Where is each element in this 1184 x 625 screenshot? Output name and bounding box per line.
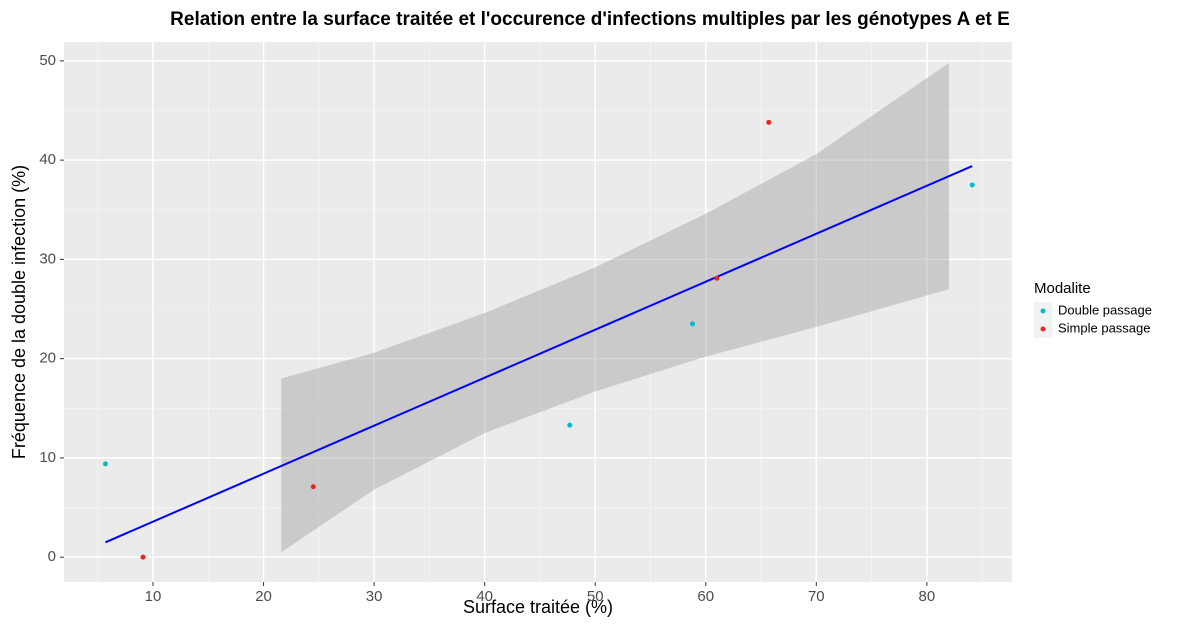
point [140,554,146,560]
point [102,461,108,467]
point [567,422,573,428]
y-tick-label: 30 [39,250,56,267]
x-tick-label: 30 [366,588,383,605]
y-tick-label: 20 [39,350,56,367]
x-tick-label: 60 [697,588,714,605]
y-axis-label: Fréquence de la double infection (%) [9,165,29,459]
y-tick-label: 0 [48,548,56,565]
x-axis-label: Surface traitée (%) [463,597,613,617]
point [766,119,772,125]
x-tick-label: 80 [919,588,936,605]
point [689,321,695,327]
x-tick-label: 10 [145,588,162,605]
x-tick-label: 40 [476,588,493,605]
legend-label: Double passage [1058,302,1152,317]
chart-title: Relation entre la surface traitée et l'o… [170,9,1010,30]
point [310,484,316,490]
x-tick-label: 70 [808,588,825,605]
y-tick-label: 40 [39,151,56,168]
point [714,275,720,281]
point [969,182,975,188]
fit-line [105,165,973,544]
legend-marker [1040,326,1046,332]
legend-label: Simple passage [1058,320,1151,335]
y-tick-label: 10 [39,449,56,466]
legend-title: Modalite [1034,280,1091,297]
confidence-band [281,62,949,553]
y-tick-label: 50 [39,52,56,69]
legend-marker [1040,308,1046,314]
x-tick-label: 50 [587,588,604,605]
x-tick-label: 20 [255,588,272,605]
